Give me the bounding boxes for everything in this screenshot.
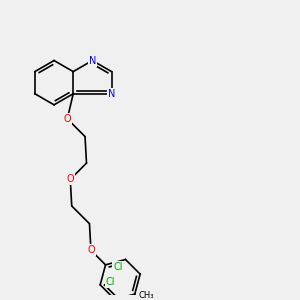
Text: CH₃: CH₃ (139, 291, 154, 300)
Text: Cl: Cl (113, 262, 123, 272)
Text: O: O (64, 114, 71, 124)
Text: O: O (87, 245, 95, 255)
Text: N: N (89, 56, 96, 65)
Text: Cl: Cl (106, 277, 115, 287)
Text: O: O (67, 174, 74, 184)
Text: N: N (108, 89, 115, 99)
